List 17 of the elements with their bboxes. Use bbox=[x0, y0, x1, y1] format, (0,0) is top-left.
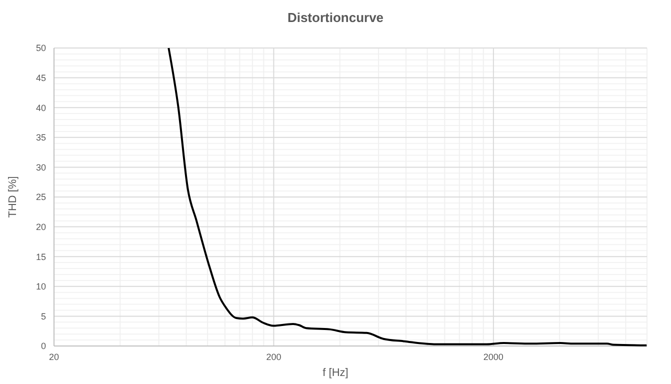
y-axis-title: THD [%] bbox=[7, 176, 19, 218]
y-tick-label: 20 bbox=[36, 222, 46, 232]
y-tick-label: 50 bbox=[36, 43, 46, 54]
y-tick-label: 45 bbox=[36, 72, 46, 83]
x-tick-label: 2000 bbox=[483, 352, 504, 362]
x-axis-title: f [Hz] bbox=[322, 367, 348, 379]
y-tick-label: 10 bbox=[36, 282, 46, 292]
y-tick-label: 15 bbox=[36, 252, 46, 262]
y-tick-label: 0 bbox=[40, 341, 46, 352]
x-tick-label: 20 bbox=[48, 352, 60, 362]
y-tick-label: 5 bbox=[40, 311, 46, 322]
y-tick-label: 40 bbox=[36, 102, 46, 113]
y-tick-label: 30 bbox=[36, 162, 46, 172]
y-tick-label: 35 bbox=[36, 132, 46, 143]
y-tick-label: 25 bbox=[36, 192, 46, 202]
chart-title: Distortioncurve bbox=[287, 10, 384, 25]
x-tick-label: 200 bbox=[266, 352, 282, 362]
